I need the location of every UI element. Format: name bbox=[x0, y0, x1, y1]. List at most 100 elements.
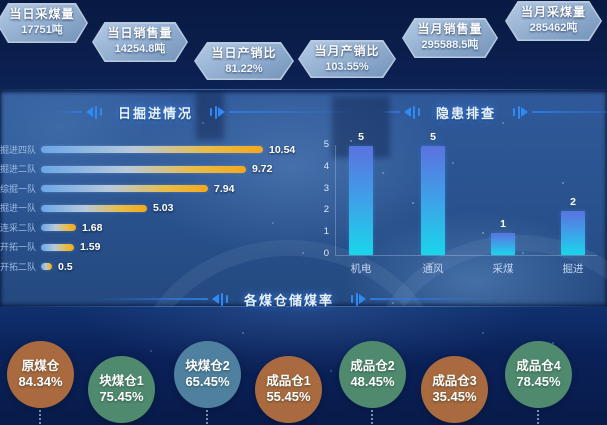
kpi-badge-monthly-production-sales-ratio: 当月产销比 103.55% bbox=[298, 40, 396, 78]
hazard-bar[interactable] bbox=[491, 233, 515, 255]
bin-name: 成品仓4 bbox=[516, 358, 561, 373]
excavation-category-label: 掘进一队 bbox=[0, 203, 37, 214]
y-axis-tick: 5 bbox=[323, 139, 329, 150]
header-line bbox=[532, 111, 607, 113]
divider-line bbox=[0, 89, 607, 90]
bin-value: 65.45% bbox=[185, 374, 230, 390]
storage-bin[interactable]: 成品仓4 78.45% bbox=[505, 341, 572, 408]
storage-bin[interactable]: 成品仓2 48.45% bbox=[339, 341, 406, 408]
y-axis-line bbox=[335, 145, 336, 255]
y-axis-tick: 4 bbox=[323, 160, 329, 172]
badge-hexagon-fill bbox=[93, 23, 187, 61]
badge-content: 当月产销比 103.55% bbox=[298, 40, 396, 74]
excavation-bar-row: 掘进四队 10.54 bbox=[0, 140, 302, 160]
excavation-bar[interactable] bbox=[41, 263, 52, 271]
storage-bin[interactable]: 块煤仓1 75.45% bbox=[88, 356, 155, 423]
excavation-bar-value: 5.03 bbox=[153, 202, 174, 215]
y-axis-tick: 1 bbox=[323, 226, 329, 238]
excavation-bar[interactable] bbox=[41, 204, 147, 212]
badge-content: 当日采煤量 17751吨 bbox=[0, 3, 88, 37]
storage-bin[interactable]: 原煤仓 84.34% bbox=[7, 341, 74, 408]
bin-name: 块煤仓1 bbox=[99, 373, 144, 388]
kpi-value: 295588.5吨 bbox=[421, 38, 479, 51]
section-header-hazard: 隐患排查 bbox=[382, 102, 607, 122]
section-title: 日掘进情况 bbox=[118, 105, 194, 121]
excavation-category-label: 连采二队 bbox=[0, 222, 37, 233]
bin-name: 成品仓2 bbox=[350, 358, 395, 373]
hazard-category-label: 采煤 bbox=[492, 263, 514, 275]
excavation-bar[interactable] bbox=[41, 165, 246, 173]
badge-content: 当月销售量 295588.5吨 bbox=[402, 18, 498, 52]
badge-hexagon-fill bbox=[195, 43, 293, 79]
divider-line bbox=[0, 306, 607, 307]
kpi-badge-daily-sales-volume: 当日销售量 14254.8吨 bbox=[92, 22, 188, 62]
excavation-bar-value: 1.68 bbox=[82, 221, 103, 234]
excavation-category-label: 综掘一队 bbox=[0, 183, 37, 194]
bin-value: 78.45% bbox=[516, 374, 561, 390]
hazard-bar-chart: 5 4 3 2 1 0 5 机电 5 通风 1 采煤 2 掘进 bbox=[305, 126, 607, 288]
excavation-bar[interactable] bbox=[41, 224, 76, 232]
bin-name: 成品仓3 bbox=[432, 373, 477, 388]
hazard-category-label: 掘进 bbox=[562, 263, 584, 275]
x-axis-line bbox=[335, 255, 597, 256]
section-title: 隐患排查 bbox=[436, 105, 497, 121]
kpi-badge-monthly-coal-output: 当月采煤量 285462吨 bbox=[505, 1, 602, 41]
bin-dotted-line bbox=[206, 410, 208, 424]
header-line bbox=[56, 111, 82, 113]
bin-value: 84.34% bbox=[18, 374, 63, 390]
storage-bin[interactable]: 成品仓3 35.45% bbox=[421, 356, 488, 423]
left-bracket-icon bbox=[404, 105, 421, 119]
kpi-badge-daily-production-sales-ratio: 当日产销比 81.22% bbox=[194, 42, 294, 80]
bin-name: 成品仓1 bbox=[266, 373, 311, 388]
kpi-label: 当日采煤量 bbox=[9, 7, 75, 21]
badge-content: 当月采煤量 285462吨 bbox=[505, 1, 602, 35]
storage-bin[interactable]: 块煤仓2 65.45% bbox=[174, 341, 241, 408]
badge-hexagon-fill bbox=[506, 2, 601, 40]
bin-dotted-line bbox=[371, 410, 373, 424]
badge-hexagon-fill bbox=[299, 41, 395, 77]
excavation-bar-value: 1.59 bbox=[80, 241, 101, 254]
badge-hexagon-fill bbox=[0, 4, 87, 42]
section-title: 各煤仓储煤率 bbox=[244, 292, 335, 308]
kpi-label: 当月销售量 bbox=[417, 22, 483, 36]
excavation-bar[interactable] bbox=[41, 185, 208, 193]
kpi-value: 14254.8吨 bbox=[114, 42, 166, 55]
bin-name: 块煤仓2 bbox=[185, 358, 230, 373]
hazard-bar-value: 5 bbox=[430, 131, 436, 143]
hazard-bar[interactable] bbox=[561, 211, 585, 255]
excavation-bar-value: 10.54 bbox=[269, 143, 296, 156]
hazard-bar[interactable] bbox=[421, 146, 445, 255]
excavation-category-label: 掘进四队 bbox=[0, 144, 37, 155]
right-bracket-icon bbox=[511, 105, 529, 119]
excavation-bar[interactable] bbox=[41, 146, 263, 154]
header-line bbox=[382, 111, 400, 113]
kpi-label: 当月采煤量 bbox=[520, 5, 586, 19]
y-axis-tick: 3 bbox=[323, 182, 329, 194]
left-bracket-icon bbox=[86, 105, 103, 119]
excavation-bar-value: 7.94 bbox=[214, 182, 235, 195]
kpi-badge-daily-coal-output: 当日采煤量 17751吨 bbox=[0, 3, 88, 43]
kpi-label: 当日销售量 bbox=[107, 26, 173, 40]
excavation-bar-row: 开拓一队 1.59 bbox=[0, 238, 302, 258]
bin-dotted-line bbox=[39, 410, 41, 424]
y-axis-tick: 2 bbox=[323, 204, 329, 216]
excavation-category-label: 掘进二队 bbox=[0, 164, 37, 175]
excavation-bar-row: 掘进二队 9.72 bbox=[0, 160, 302, 180]
excavation-bar[interactable] bbox=[41, 243, 74, 251]
excavation-category-label: 开拓二队 bbox=[0, 261, 37, 272]
excavation-bar-value: 9.72 bbox=[252, 163, 273, 176]
right-bracket-icon bbox=[349, 292, 367, 306]
excavation-category-label: 开拓一队 bbox=[0, 242, 37, 253]
hazard-bar[interactable] bbox=[349, 146, 373, 255]
excavation-bar-row: 掘进一队 5.03 bbox=[0, 199, 302, 219]
kpi-value: 285462吨 bbox=[529, 21, 578, 34]
badge-hexagon-fill bbox=[403, 19, 497, 57]
bin-value: 48.45% bbox=[350, 374, 395, 390]
bin-name: 原煤仓 bbox=[21, 358, 60, 373]
header-line bbox=[370, 298, 493, 300]
dust-speckles bbox=[0, 0, 2, 2]
hazard-bar-value: 1 bbox=[500, 218, 506, 230]
bin-value: 75.45% bbox=[99, 389, 144, 405]
section-header-storage: 各煤仓储煤率 bbox=[100, 289, 493, 309]
storage-bin[interactable]: 成品仓1 55.45% bbox=[255, 356, 322, 423]
